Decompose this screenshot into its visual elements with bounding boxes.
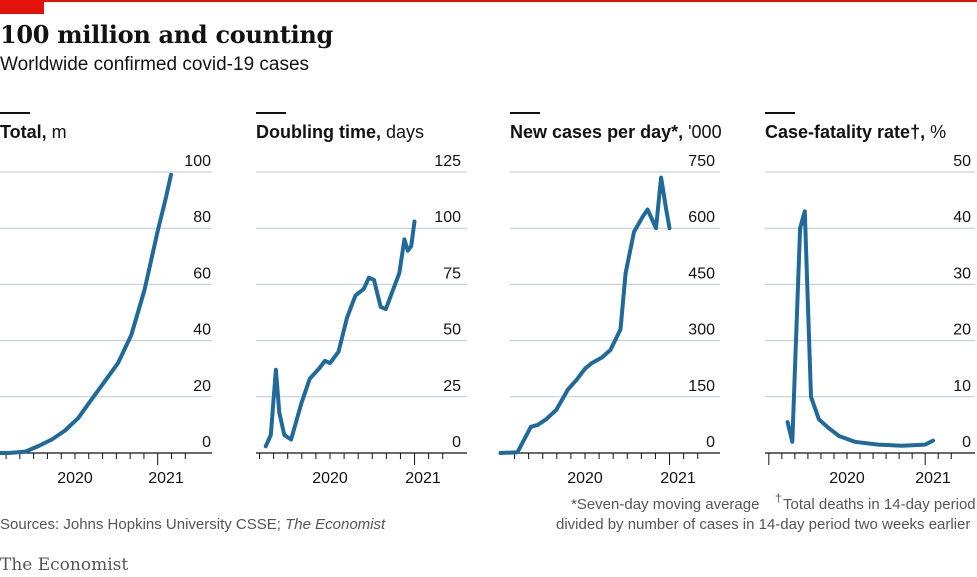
chart-subtitle: Worldwide confirmed covid-19 cases	[0, 54, 310, 75]
panel-3-title: New cases per day*, '000	[510, 122, 722, 142]
panel-2-ytick-label: 125	[434, 153, 461, 170]
sources: Sources: Johns Hopkins University CSSE; …	[0, 516, 386, 533]
top-accent-tab	[0, 0, 44, 14]
panel-3-xtick-label: 2021	[660, 470, 696, 487]
chart-title: 100 million and counting	[0, 20, 334, 49]
footnote-dagger: †	[775, 491, 782, 505]
footnote-seven-day: *Seven-day moving average	[571, 496, 760, 513]
panel-2-title: Doubling time, days	[256, 122, 425, 142]
panel-4-ytick-label: 20	[953, 322, 971, 339]
panel-2-ytick-label: 50	[443, 322, 461, 339]
panel-4-ytick-label: 50	[953, 153, 971, 170]
panel-2-ytick-label: 100	[434, 209, 461, 226]
panel-2-ytick-label: 75	[443, 265, 461, 282]
panel-4-ytick-label: 40	[953, 209, 971, 226]
panel-1-title: Total, m	[0, 122, 67, 142]
panel-3-ytick-label: 450	[688, 265, 715, 282]
footnote-deaths-line2: divided by number of cases in 14-day per…	[556, 516, 971, 533]
panel-4-xtick-label: 2021	[915, 470, 951, 487]
panel-3-ytick-label: 300	[688, 322, 715, 339]
panel-1-ytick-label: 20	[193, 378, 211, 395]
panel-4-xtick-label: 2020	[829, 470, 865, 487]
panel-1-ytick-label: 100	[184, 153, 211, 170]
panel-2-ytick-label: 0	[452, 434, 461, 451]
panel-4-ytick-label: 0	[962, 434, 971, 451]
panel-2-xtick-label: 2021	[405, 470, 441, 487]
footnote-deaths-line1: Total deaths in 14-day period	[783, 496, 976, 513]
top-rule	[0, 0, 977, 2]
panel-4-title: Case-fatality rate†, %	[765, 122, 947, 142]
panel-3-ytick-label: 600	[688, 209, 715, 226]
panel-4-dash	[765, 112, 795, 114]
panel-3-ytick-label: 750	[688, 153, 715, 170]
panel-3-ytick-label: 0	[706, 434, 715, 451]
panel-3-dash	[510, 112, 540, 114]
panel-2-xtick-label: 2020	[312, 470, 348, 487]
panel-1-ytick-label: 40	[193, 322, 211, 339]
panel-1-ytick-label: 80	[193, 209, 211, 226]
panel-1-series-line	[0, 172, 173, 455]
panel-1-xtick-label: 2020	[57, 470, 93, 487]
panel-3-series-line	[498, 175, 672, 455]
panel-2-dash	[256, 112, 286, 114]
panel-1-ytick-label: 0	[202, 434, 211, 451]
panel-3-ytick-label: 150	[688, 378, 715, 395]
panel-1-ytick-label: 60	[193, 265, 211, 282]
panel-2-ytick-label: 25	[443, 378, 461, 395]
panel-1-xtick-label: 2021	[148, 470, 184, 487]
panel-4-ytick-label: 10	[953, 378, 971, 395]
panel-4-ytick-label: 30	[953, 265, 971, 282]
brand-logo-text: The Economist	[0, 555, 129, 575]
panel-1-dash	[0, 112, 30, 114]
panel-2-series-line	[263, 219, 417, 449]
panel-3-xtick-label: 2020	[567, 470, 603, 487]
panel-4-series-line	[785, 209, 935, 448]
